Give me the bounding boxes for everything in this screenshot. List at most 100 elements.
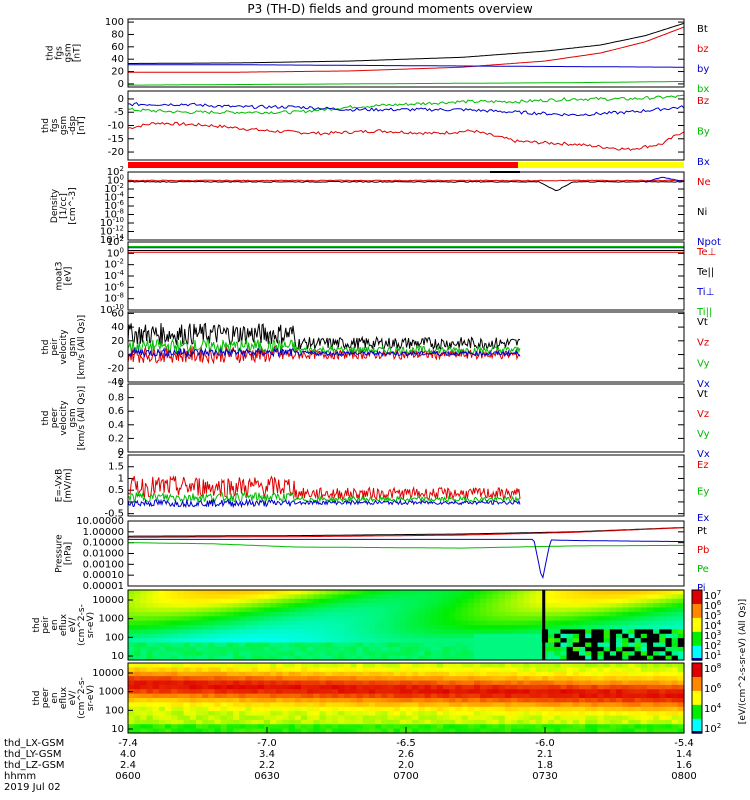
heatmap-cell bbox=[344, 680, 351, 686]
heatmap-cell bbox=[257, 663, 265, 668]
heatmap-cell bbox=[511, 594, 518, 600]
heatmap-cell bbox=[128, 590, 135, 595]
colorbar-segment bbox=[692, 631, 702, 635]
heatmap-cell bbox=[591, 676, 599, 682]
heatmap-cell bbox=[504, 689, 512, 695]
heatmap-cell bbox=[368, 680, 376, 686]
panel-background bbox=[128, 455, 684, 516]
heatmap-cell bbox=[282, 724, 290, 730]
heatmap-cell bbox=[356, 620, 364, 626]
heatmap-cell bbox=[177, 728, 185, 734]
heatmap-cell bbox=[356, 607, 364, 613]
heatmap-cell bbox=[665, 646, 673, 652]
heatmap-cell bbox=[387, 689, 395, 695]
heatmap-cell bbox=[603, 646, 611, 652]
heatmap-cell bbox=[529, 646, 537, 652]
heatmap-cell bbox=[492, 646, 500, 652]
heatmap-cell bbox=[393, 603, 401, 609]
heatmap-cell bbox=[158, 616, 166, 622]
heatmap-cell bbox=[387, 642, 395, 648]
heatmap-cell bbox=[640, 724, 648, 730]
heatmap-cell bbox=[325, 646, 333, 652]
heatmap-cell bbox=[455, 676, 463, 682]
heatmap-cell bbox=[362, 684, 370, 690]
heatmap-cell bbox=[585, 642, 592, 648]
heatmap-cell bbox=[578, 616, 586, 622]
panel-peir-en-eflux: thd peir en eflux eV/(cm^2-s-sr-eV)100001000… bbox=[32, 589, 748, 724]
heatmap-cell bbox=[307, 680, 314, 686]
heatmap-cell bbox=[418, 702, 426, 708]
heatmap-cell bbox=[646, 667, 654, 673]
heatmap-cell bbox=[529, 633, 537, 639]
heatmap-cell bbox=[671, 706, 679, 712]
heatmap-cell bbox=[177, 698, 185, 703]
heatmap-cell bbox=[480, 706, 487, 712]
heatmap-cell bbox=[313, 724, 321, 730]
heatmap-cell bbox=[455, 711, 463, 717]
heatmap-cell bbox=[195, 719, 203, 725]
heatmap-cell bbox=[418, 646, 426, 652]
heatmap-cell bbox=[523, 616, 531, 622]
heatmap-cell bbox=[412, 698, 419, 703]
heatmap-cell bbox=[165, 728, 172, 734]
heatmap-cell bbox=[375, 651, 382, 657]
y-axis-label: thd bbox=[41, 411, 51, 426]
heatmap-cell bbox=[634, 724, 642, 730]
heatmap-cell bbox=[300, 590, 308, 595]
heatmap-cell bbox=[165, 590, 172, 595]
heatmap-cell bbox=[436, 633, 444, 639]
heatmap-cell bbox=[325, 655, 333, 661]
heatmap-cell bbox=[239, 655, 246, 661]
heatmap-cell bbox=[307, 594, 314, 600]
heatmap-cell bbox=[517, 724, 524, 730]
heatmap-cell bbox=[294, 719, 302, 725]
heatmap-cell bbox=[356, 684, 364, 690]
heatmap-cell bbox=[251, 698, 259, 703]
heatmap-cell bbox=[387, 603, 395, 609]
heatmap-cell bbox=[554, 629, 562, 635]
heatmap-cell bbox=[177, 590, 185, 595]
y-tick-label: 0.6 bbox=[108, 406, 124, 417]
heatmap-cell bbox=[368, 642, 376, 648]
heatmap-cell bbox=[480, 655, 487, 661]
x-tick-label: 2.0 bbox=[398, 760, 414, 771]
heatmap-cell bbox=[418, 633, 426, 639]
heatmap-cell bbox=[350, 702, 358, 708]
heatmap-cell bbox=[517, 680, 524, 686]
heatmap-cell bbox=[300, 616, 308, 622]
heatmap-cell bbox=[146, 616, 154, 622]
heatmap-cell bbox=[399, 590, 407, 595]
heatmap-cell bbox=[424, 625, 432, 630]
heatmap-cell bbox=[325, 625, 333, 630]
heatmap-cell bbox=[511, 655, 518, 661]
colorbar-segment bbox=[692, 682, 702, 685]
heatmap-cell bbox=[202, 633, 209, 639]
heatmap-cell bbox=[677, 638, 685, 644]
heatmap-cell bbox=[628, 711, 636, 717]
heatmap-cell bbox=[480, 676, 487, 682]
heatmap-cell bbox=[128, 598, 135, 604]
heatmap-cell bbox=[220, 611, 228, 617]
heatmap-cell bbox=[511, 646, 518, 652]
heatmap-cell bbox=[492, 693, 500, 699]
heatmap-cell bbox=[368, 671, 376, 677]
heatmap-cell bbox=[554, 642, 562, 648]
series-line-Ne bbox=[127, 179, 685, 182]
heatmap-cell bbox=[591, 728, 599, 734]
heatmap-cell bbox=[375, 663, 382, 668]
heatmap-cell bbox=[381, 655, 389, 661]
heatmap-cell bbox=[511, 611, 518, 617]
y-axis-label: peir bbox=[41, 616, 51, 634]
heatmap-cell bbox=[239, 680, 246, 686]
heatmap-cell bbox=[418, 728, 426, 734]
heatmap-cell bbox=[202, 651, 209, 657]
heatmap-cell bbox=[665, 702, 673, 708]
heatmap-cell bbox=[128, 663, 135, 668]
heatmap-cell bbox=[591, 638, 599, 644]
heatmap-cell bbox=[214, 663, 222, 668]
heatmap-cell bbox=[165, 655, 172, 661]
heatmap-cell bbox=[245, 629, 253, 635]
heatmap-cell bbox=[171, 598, 179, 604]
heatmap-cell bbox=[368, 728, 376, 734]
